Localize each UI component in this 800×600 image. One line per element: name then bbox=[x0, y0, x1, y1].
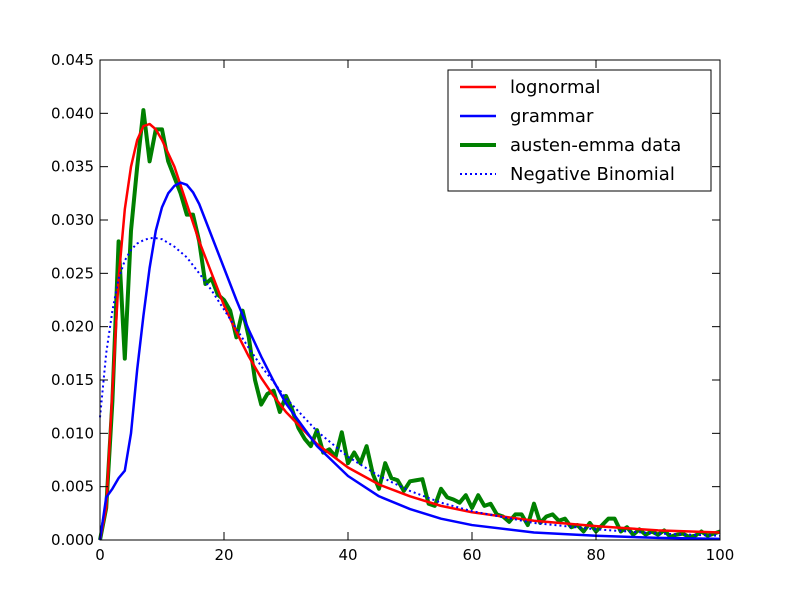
series-line-0 bbox=[98, 122, 721, 541]
y-tick-label: 0.040 bbox=[51, 104, 94, 122]
legend: lognormal grammar austen-emma data Negative… bbox=[447, 69, 712, 192]
series-line-3 bbox=[99, 237, 721, 537]
plot-area-frame bbox=[99, 59, 721, 541]
legend-label: austen-emma data bbox=[510, 135, 681, 156]
x-tick-label: 60 bbox=[462, 546, 481, 564]
series-layer bbox=[98, 108, 721, 541]
series-line-2 bbox=[98, 108, 721, 541]
y-tick-label: 0.030 bbox=[51, 211, 94, 229]
y-tick-label: 0.000 bbox=[51, 531, 94, 549]
y-tick-label: 0.010 bbox=[51, 424, 94, 442]
legend-label: lognormal bbox=[510, 77, 601, 98]
x-tick-label: 100 bbox=[706, 546, 735, 564]
ticks-layer: 0 20 40 60 80 100 0.000 0.005 0.010 0.015 0.020 0.0… bbox=[51, 51, 734, 564]
legend-label: grammar bbox=[510, 106, 594, 127]
y-tick-label: 0.035 bbox=[51, 158, 94, 176]
x-tick-label: 0 bbox=[95, 546, 105, 564]
x-tick-label: 80 bbox=[586, 546, 605, 564]
legend-label: Negative Binomial bbox=[510, 164, 675, 185]
y-tick-label: 0.020 bbox=[51, 318, 94, 336]
series-line-1 bbox=[98, 181, 721, 541]
x-tick-label: 40 bbox=[338, 546, 357, 564]
y-tick-label: 0.005 bbox=[51, 478, 94, 496]
legend-box bbox=[447, 69, 712, 192]
y-tick-label: 0.025 bbox=[51, 264, 94, 282]
y-tick-label: 0.045 bbox=[51, 51, 94, 69]
y-tick-label: 0.015 bbox=[51, 371, 94, 389]
x-tick-label: 20 bbox=[214, 546, 233, 564]
